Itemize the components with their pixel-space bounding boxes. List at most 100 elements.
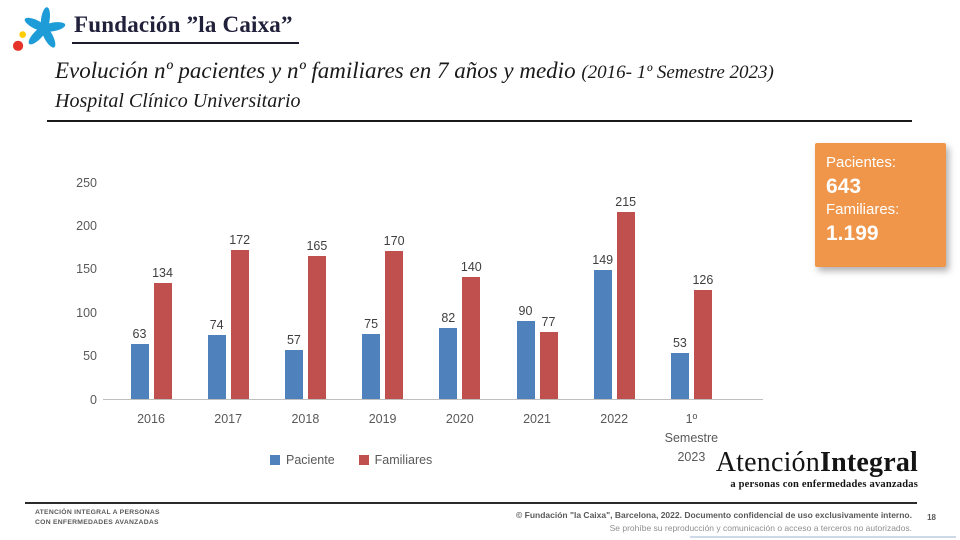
x-category-label: 2016 [137,412,165,426]
logo-wordmark: Fundación ”la Caixa” [72,6,299,44]
bar-value-label: 170 [383,234,405,249]
bar-wrap: 165 [306,183,328,399]
bar-familiares [153,282,172,399]
bar-paciente [207,334,226,399]
bar-familiares [693,289,712,399]
bar-value-label: 215 [615,195,637,210]
bar-wrap: 82 [439,183,458,399]
totals-stat-box: Pacientes: 643 Familiares: 1.199 [815,143,946,267]
bar-paciente [670,353,689,399]
bar-wrap: 90 [516,183,535,399]
bar-value-label: 53 [672,336,687,350]
footer-separator [25,502,917,504]
bar-paciente [439,327,458,399]
copyright-line2: Se prohíbe su reproducción y comunicació… [609,522,912,533]
y-tick-label: 250 [76,175,97,190]
footer-left-text: ATENCIÓN INTEGRAL A PERSONAS CON ENFERME… [35,508,160,527]
pacientes-total-label: Pacientes: [826,154,897,171]
bar-wrap: 172 [229,183,251,399]
x-category-label: 2019 [368,412,397,426]
red-dot [12,40,24,51]
bar-value-label: 134 [152,265,173,280]
atencion-integral-brand: AtenciónIntegral a personas con enfermed… [716,448,918,491]
bar-wrap: 170 [383,183,405,399]
legend-swatch [270,455,280,465]
title-underline [47,120,912,122]
bar-wrap: 140 [460,183,482,399]
y-tick-label: 100 [76,305,97,320]
atencion-integral-wordmark: AtenciónIntegral [716,448,918,478]
x-category-label: 1º Semestre 2023 [664,412,719,464]
bar-value-label: 75 [364,316,379,331]
brand-tagline: a personas con enfermedades avanzadas [730,479,918,490]
bar-paciente [362,333,381,399]
page-number: 18 [927,513,936,522]
bar-group: 53 126 [670,183,714,399]
bar-value-label: 82 [441,310,456,325]
y-tick-label: 0 [90,392,97,407]
x-category-label: 2018 [291,412,320,426]
pacientes-total-value: 643 [826,175,862,198]
x-category-label: 2020 [445,412,474,426]
y-tick-label: 150 [76,262,97,277]
legend-label: Familiares [374,453,433,467]
bar-wrap: 63 [130,183,149,399]
bar-paciente [284,349,303,399]
familiares-total-label: Familiares: [826,201,900,218]
bar-value-label: 165 [306,238,328,253]
footer-copyright: © Fundación "la Caixa", Barcelona, 2022.… [516,509,912,534]
bar-group: 149 215 [592,183,637,399]
page-title: Evolución nº pacientes y nº familiares e… [55,56,774,88]
footer-left-line1: ATENCIÓN INTEGRAL A PERSONAS [35,509,160,516]
yellow-dot [19,31,26,38]
legend-label: Paciente [286,453,335,467]
lacaixa-star-icon [12,7,66,51]
bar-group: 63 134 [130,183,173,399]
bar-value-label: 126 [692,272,714,287]
bar-value-label: 63 [132,327,147,342]
chart-legend: Paciente Familiares [270,453,432,467]
bar-wrap: 77 [539,183,558,399]
bar-wrap: 74 [207,183,226,399]
legend-item: Familiares [358,453,433,467]
y-tick-label: 50 [83,349,97,364]
title-paren: (2016- 1º Semestre 2023) [581,62,774,83]
chart-y-axis: 0 50 100 150 200 250 [57,176,97,407]
y-tick-label: 200 [76,218,97,233]
footer-left-line2: CON ENFERMEDADES AVANZADAS [35,518,159,526]
x-category-label: 2017 [214,412,243,426]
chart-plot: 63 134 74 172 57 165 75 170 82 140 90 77 149 215 53 126 [103,183,763,400]
bar-wrap: 215 [615,183,637,399]
title-main: Evolución nº pacientes y nº familiares e… [55,58,582,83]
legend-item: Paciente [270,453,335,467]
page-title-block: Evolución nº pacientes y nº familiares e… [55,56,774,115]
bar-familiares [385,251,404,399]
bar-familiares [616,212,635,399]
bar-value-label: 140 [460,260,482,275]
bar-wrap: 134 [152,183,173,399]
copyright-line1: © Fundación "la Caixa", Barcelona, 2022.… [516,510,912,520]
bar-group: 75 170 [362,183,405,399]
bar-paciente [593,269,612,399]
wordmark-bold: Integral [819,447,918,478]
bar-value-label: 77 [541,315,556,330]
bar-familiares [539,332,558,399]
bar-wrap: 149 [592,183,613,399]
bar-group: 90 77 [516,183,558,399]
bar-group: 74 172 [207,183,251,399]
bar-wrap: 53 [670,183,689,399]
x-category-label: 2021 [523,412,551,426]
bar-paciente [130,344,149,399]
bar-value-label: 74 [209,317,224,332]
legend-swatch [358,455,369,465]
footer-bottom-rule [690,536,956,538]
bar-familiares [230,249,249,399]
chart-x-axis: 2016 2017 2018 2019 2020 2021 2022 1º Semestre … [103,404,763,474]
page-subtitle: Hospital Clínico Universitario [55,90,301,112]
header-logo: Fundación ”la Caixa” [12,6,299,54]
bar-familiares [307,255,326,399]
bar-value-label: 172 [229,232,251,247]
wordmark-regular: Atención [715,447,820,478]
familiares-total-value: 1.199 [826,222,879,245]
